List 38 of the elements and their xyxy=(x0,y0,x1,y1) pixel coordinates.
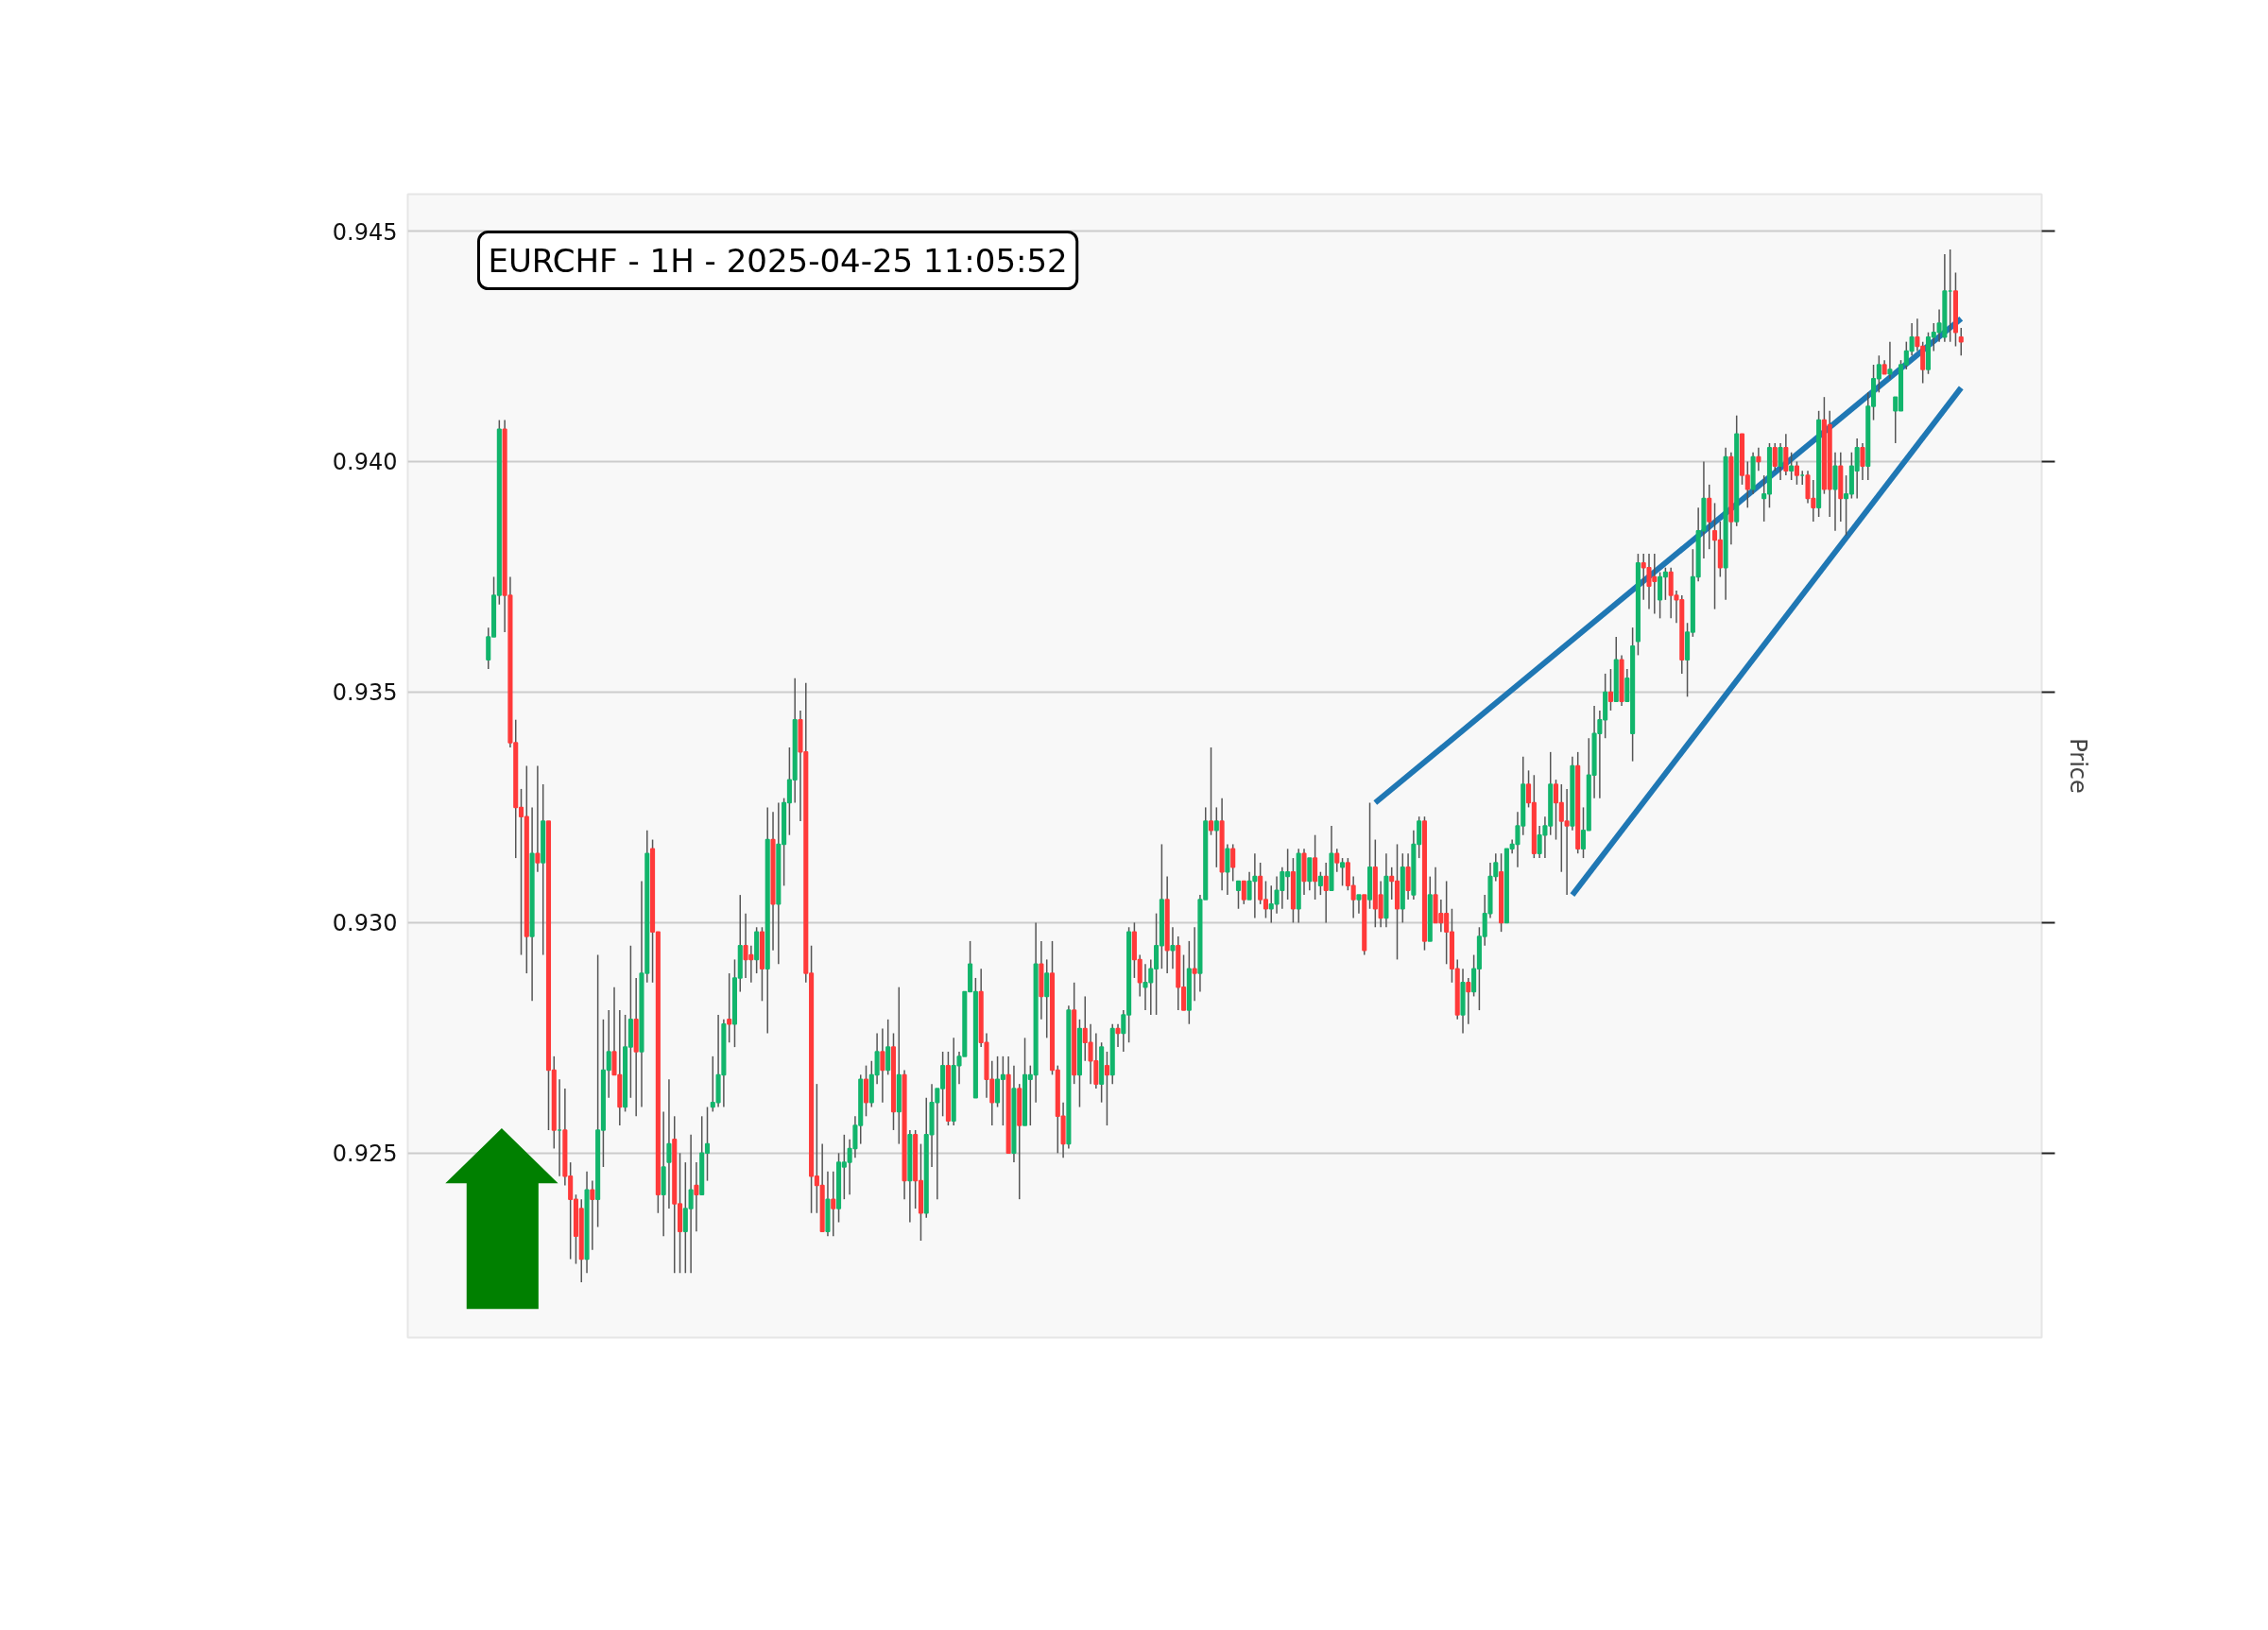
candlestick xyxy=(535,764,541,873)
candlestick xyxy=(831,1171,836,1237)
candlestick xyxy=(1958,327,1964,357)
candlestick xyxy=(1794,460,1799,486)
candlestick xyxy=(1772,442,1778,472)
candlestick xyxy=(1323,862,1329,924)
y-tick-label: 0.935 xyxy=(332,679,398,707)
candlestick xyxy=(1789,451,1795,481)
candlestick xyxy=(1213,806,1219,868)
candlestick xyxy=(1860,442,1865,481)
y-tick-label: 0.925 xyxy=(332,1141,398,1168)
y-tick-label: 0.930 xyxy=(332,910,398,937)
candlestick xyxy=(1104,1051,1109,1126)
y-axis-title: Price xyxy=(2064,738,2091,794)
candlestick xyxy=(666,1078,672,1210)
candlestick xyxy=(1466,977,1471,1025)
candlestick xyxy=(880,1027,885,1104)
candlestick xyxy=(1208,746,1214,836)
candlestick xyxy=(1235,880,1242,910)
text: EURCHF - 1H - 2025-04-25 11:05:52 xyxy=(488,241,1068,280)
candlestick xyxy=(1334,848,1340,873)
candlestick xyxy=(1778,442,1783,481)
candlestick xyxy=(1170,926,1176,969)
y-tick-label: 0.945 xyxy=(332,218,398,246)
y-tick-label: 0.940 xyxy=(332,449,398,476)
candlestick xyxy=(694,1161,699,1233)
candlestick xyxy=(1756,447,1761,472)
candlestick xyxy=(1317,870,1323,896)
candlestick xyxy=(1607,668,1613,712)
candlestick xyxy=(1340,857,1346,887)
candlestick xyxy=(727,972,732,1043)
candlestick xyxy=(590,1179,595,1251)
candlestick xyxy=(1230,843,1236,883)
candlestick xyxy=(1115,1022,1121,1048)
candlestick xyxy=(1887,340,1893,380)
candlestick xyxy=(1356,894,1362,915)
candlestick xyxy=(1192,926,1197,1003)
candlestick xyxy=(1241,880,1246,905)
